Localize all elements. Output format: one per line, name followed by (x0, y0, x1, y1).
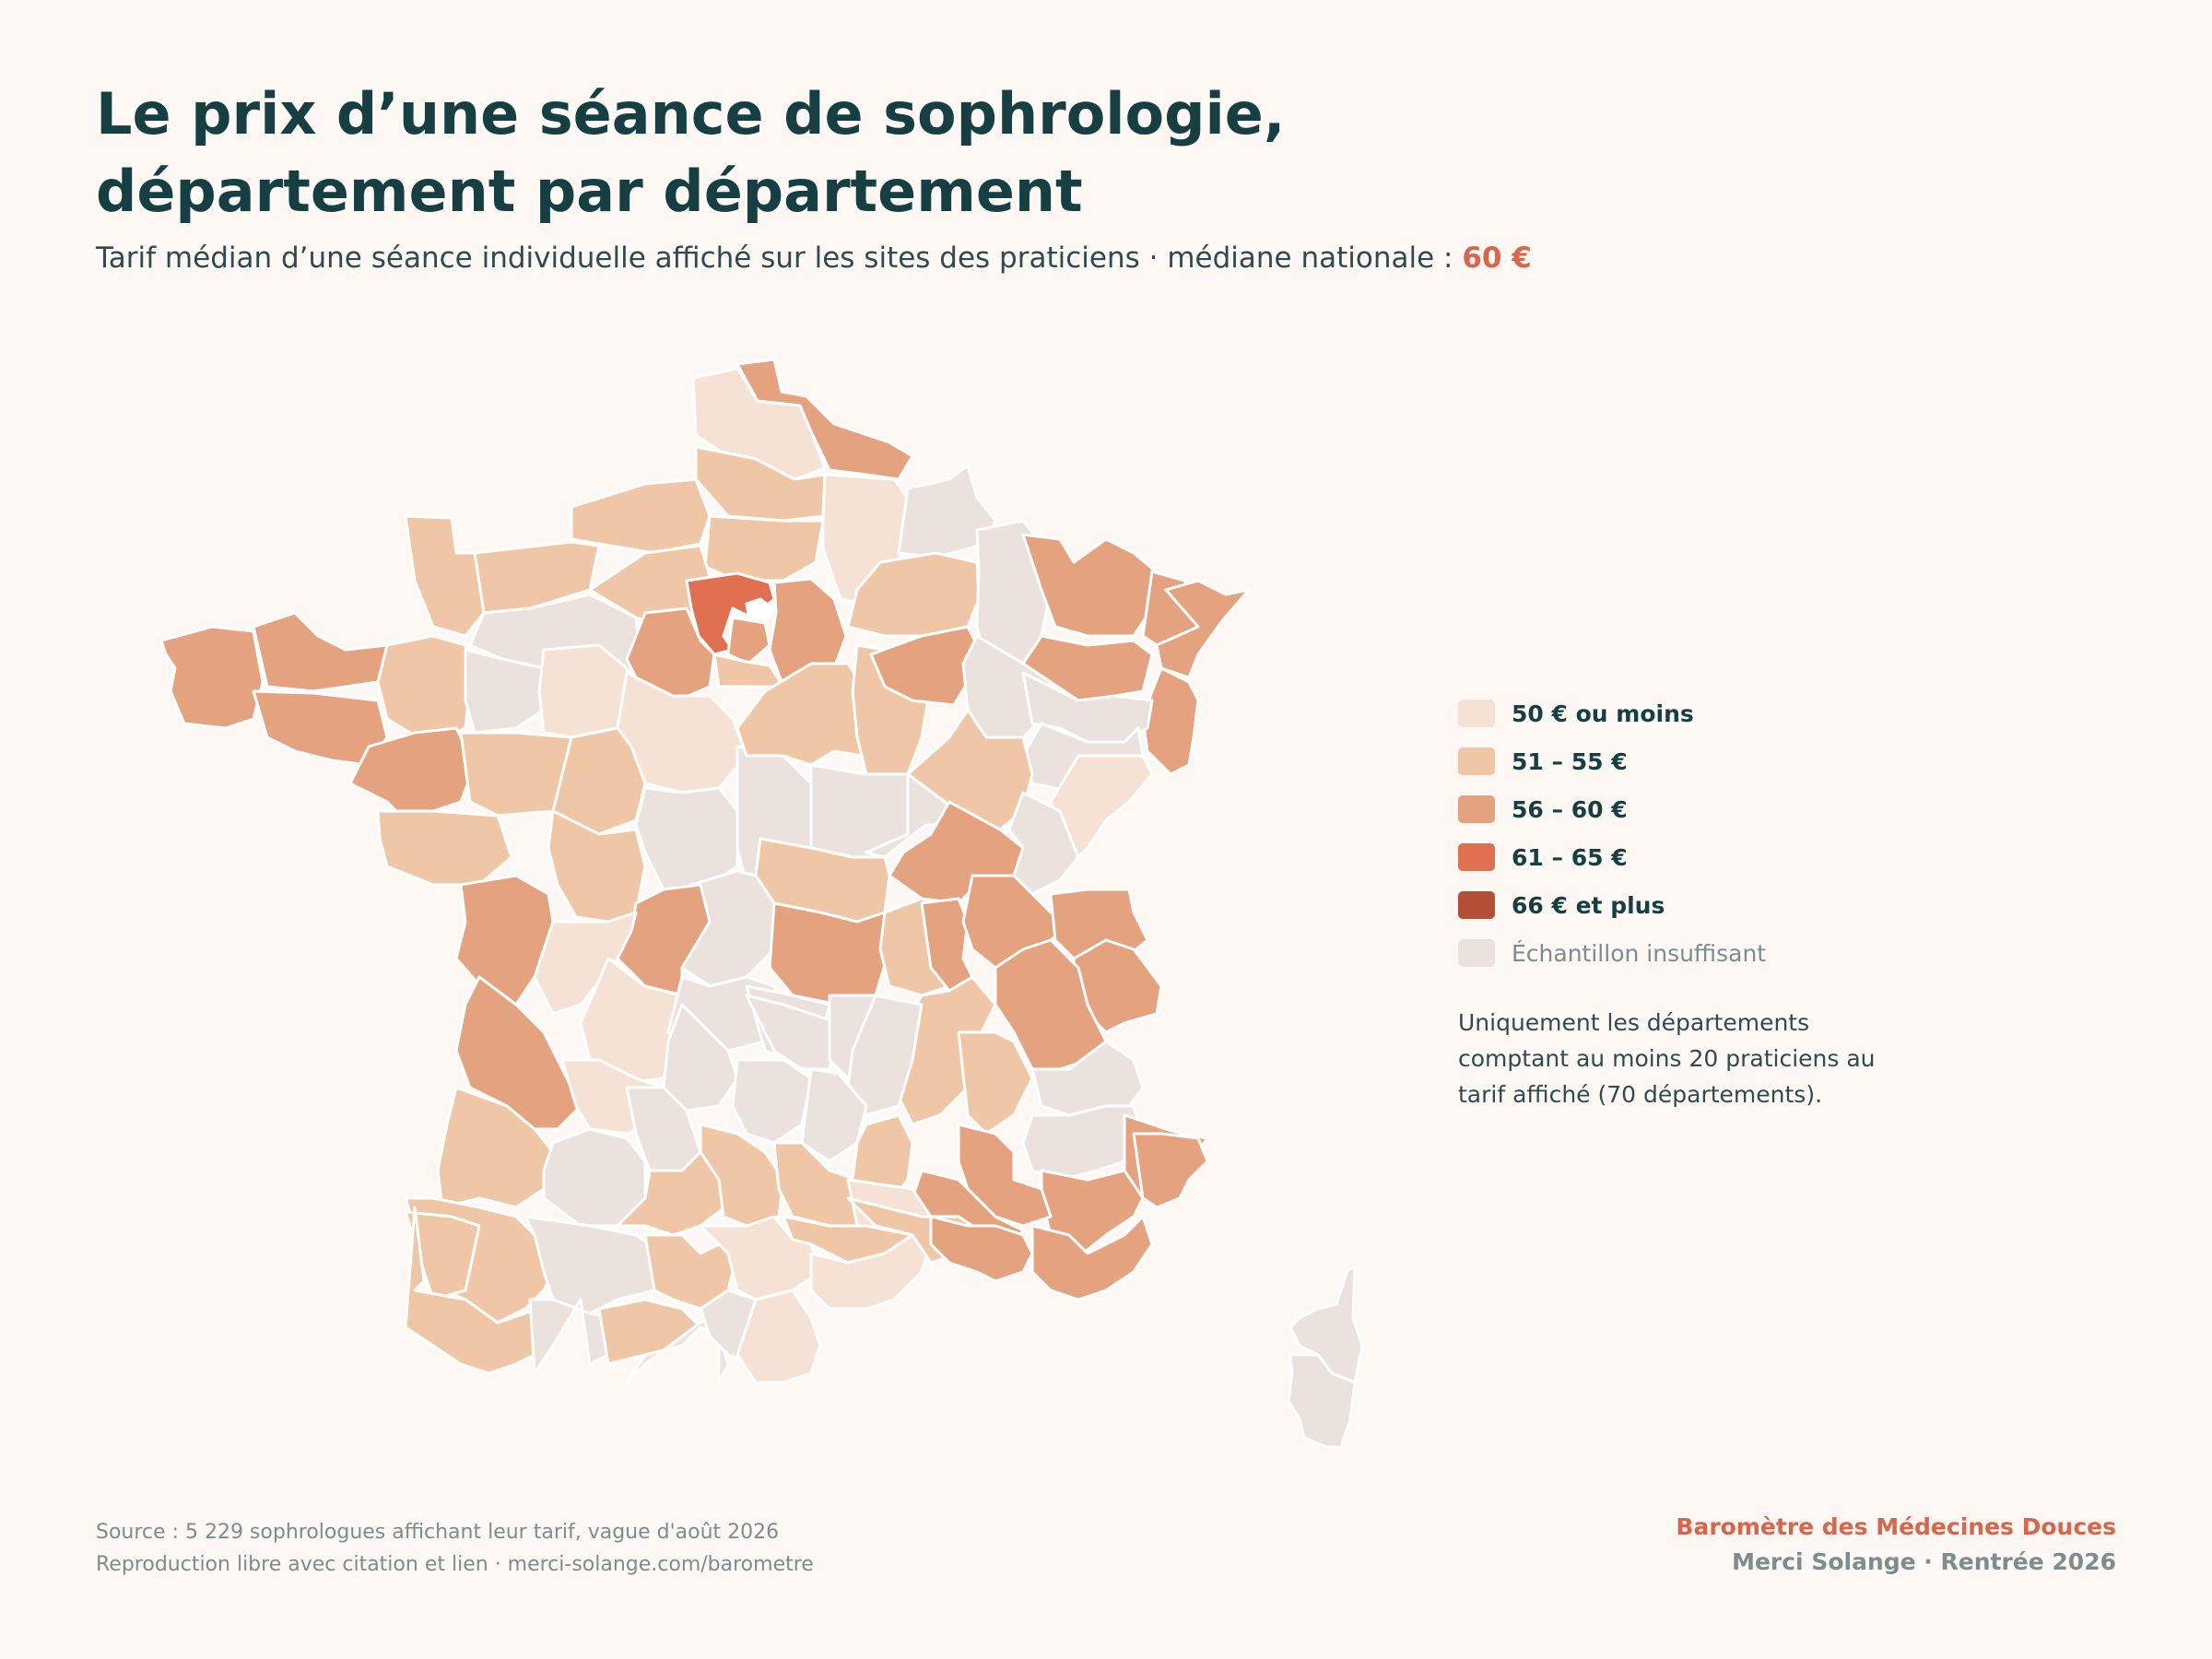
title-line-2: département par département (96, 158, 1083, 225)
department (252, 611, 398, 693)
department (436, 1086, 555, 1209)
department (846, 994, 924, 1117)
department (542, 1127, 647, 1228)
department (376, 809, 513, 887)
department (533, 911, 638, 1016)
department (809, 1233, 933, 1311)
national-median-value: 60 € (1462, 241, 1532, 275)
title-line-1: Le prix d’une séance de sophrologie, (96, 80, 1286, 147)
page-title: Le prix d’une séance de sophrologie, dép… (96, 76, 1478, 230)
reproduction-text: Reproduction libre avec citation et lien… (96, 1553, 814, 1576)
legend-swatch (1458, 747, 1495, 775)
department (1287, 1353, 1357, 1449)
department (1030, 1040, 1145, 1117)
legend-label: 50 € ou moins (1512, 700, 1694, 727)
subtitle-text: Tarif médian d’une séance individuelle a… (96, 241, 1463, 275)
legend-item: 61 – 65 € (1458, 833, 2103, 881)
department (703, 514, 825, 582)
legend-swatch (1458, 843, 1495, 871)
subtitle: Tarif médian d’une séance individuelle a… (96, 241, 1755, 275)
department (625, 1307, 730, 1384)
department (735, 358, 914, 481)
department (454, 975, 582, 1131)
department (735, 1288, 822, 1384)
department (745, 597, 774, 621)
legend-swatch (1458, 939, 1495, 967)
department (957, 1123, 1053, 1228)
department (376, 634, 472, 739)
legend-swatch (1458, 700, 1495, 727)
legend: 50 € ou moins 51 – 55 € 56 – 60 € 61 – 6… (1458, 689, 2103, 977)
legend-label: Échantillon insuffisant (1512, 939, 1767, 967)
legend-label: 51 – 55 € (1512, 747, 1628, 775)
department (570, 477, 712, 555)
department (404, 514, 486, 638)
legend-item: 50 € ou moins (1458, 689, 2103, 737)
departments (159, 358, 1251, 1384)
department (897, 464, 997, 559)
department (524, 1215, 665, 1315)
legend-item: 51 – 55 € (1458, 737, 2103, 785)
source-text: Source : 5 229 sophrologues affichant le… (96, 1521, 780, 1544)
legend-label: 61 – 65 € (1512, 843, 1628, 871)
department (929, 1215, 1034, 1283)
department (625, 606, 716, 704)
department (159, 625, 265, 730)
department (454, 874, 555, 1006)
department (404, 1206, 564, 1375)
department (869, 625, 979, 707)
department (464, 648, 546, 735)
department (768, 901, 891, 1006)
department (1132, 1132, 1209, 1209)
department (662, 1003, 739, 1112)
legend-item: Échantillon insuffisant (1458, 929, 2103, 977)
source-block: Source : 5 229 sophrologues affichant le… (96, 1516, 1110, 1581)
department (809, 763, 924, 859)
department (726, 616, 771, 665)
legend-item: 66 € et plus (1458, 881, 2103, 929)
department (348, 726, 477, 822)
legend-note: Uniquement les départements comptant au … (1458, 1009, 1876, 1108)
brand-block: Baromètre des Médecines Douces Merci Sol… (1471, 1510, 2116, 1580)
legend-swatch (1458, 891, 1495, 919)
legend-label: 66 € et plus (1512, 891, 1665, 919)
legend-swatch (1458, 795, 1495, 823)
department (1030, 1215, 1154, 1301)
department (920, 897, 974, 993)
department (731, 1058, 813, 1145)
department (1155, 579, 1251, 679)
brand-subtitle: Merci Solange · Rentrée 2026 (1732, 1548, 2116, 1575)
legend-item: 56 – 60 € (1458, 785, 2103, 833)
department (1141, 666, 1200, 776)
legend-label: 56 – 60 € (1512, 795, 1628, 823)
department (957, 1030, 1034, 1135)
corse (1287, 1265, 1364, 1449)
brand-name: Baromètre des Médecines Douces (1676, 1513, 2116, 1540)
